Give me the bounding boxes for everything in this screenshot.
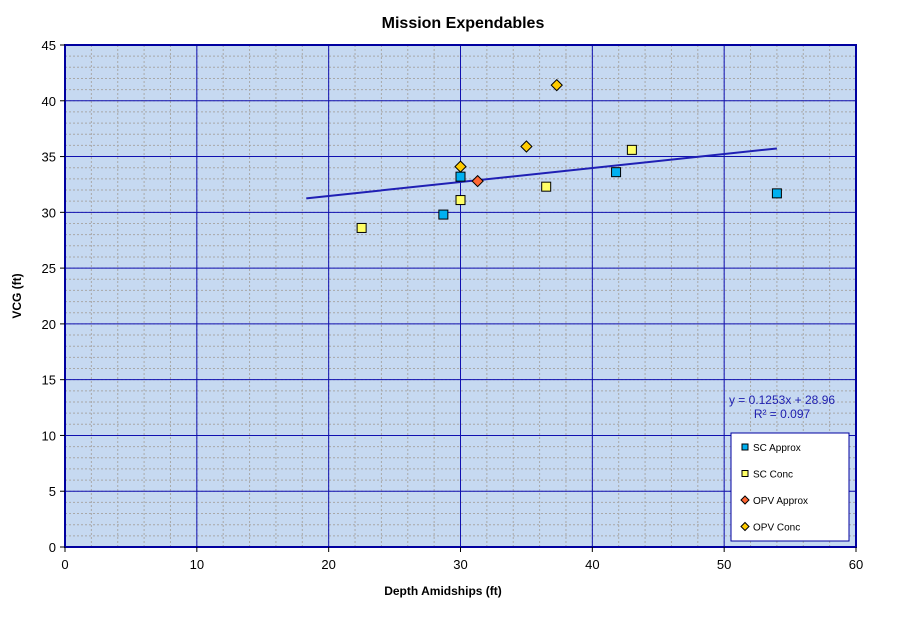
y-tick-label: 25 [42,261,56,276]
data-point-opv-approx [471,174,484,188]
trendline-equation: y = 0.1253x + 28.96 [729,393,835,407]
data-point-sc-conc [541,181,552,192]
x-tick-label: 0 [61,557,68,572]
data-point-sc-conc [455,195,466,206]
trendline [306,147,778,200]
legend-label-opv-conc: OPV Conc [753,523,800,534]
x-tick-label: 30 [453,557,467,572]
y-tick-label: 15 [42,373,56,388]
legend-label-sc-approx: SC Approx [753,443,801,454]
data-point-opv-conc [520,140,533,153]
trendline-label: y = 0.1253x + 28.96 R² = 0.097 [729,393,835,421]
y-tick-label: 10 [42,428,56,443]
y-tick-label: 20 [42,317,56,332]
legend-label-opv-approx: OPV Approx [753,496,808,507]
legend-box [730,432,850,542]
y-tick-label: 35 [42,150,56,165]
data-point-sc-approx [771,188,782,199]
y-axis-label: VCG (ft) [10,273,24,318]
x-tick-label: 10 [190,557,204,572]
x-tick-label: 60 [849,557,863,572]
y-tick-label: 30 [42,205,56,220]
data-point-sc-approx [438,209,449,220]
data-point-sc-approx [455,171,466,182]
y-tick-label: 40 [42,94,56,109]
legend-swatch-opv-conc [740,521,750,532]
data-point-opv-conc [454,160,467,173]
legend-swatch-sc-approx [741,443,749,451]
chart-title: Mission Expendables [382,15,545,32]
x-tick-label: 40 [585,557,599,572]
y-tick-label: 5 [49,484,56,499]
data-point-sc-conc [626,144,637,155]
plot-area: 0 10 20 30 40 50 60 0 5 10 15 20 25 30 35 40 45 [42,38,864,572]
x-tick-label: 50 [717,557,731,572]
legend-label-sc-conc: SC Conc [753,470,793,481]
data-point-sc-approx [611,167,622,178]
legend-swatch-opv-approx [740,495,750,505]
x-tick-label: 20 [321,557,335,572]
data-point-opv-conc [550,78,563,92]
y-tick-label: 0 [49,540,56,555]
x-axis-label: Depth Amidships (ft) [384,584,502,598]
legend: SC Approx SC Conc OPV Approx OPV Conc [730,432,850,542]
legend-swatch-sc-conc [741,470,749,477]
y-tick-label: 45 [42,38,56,53]
trendline-r-squared: R² = 0.097 [754,407,811,421]
data-point-sc-conc [356,222,367,233]
